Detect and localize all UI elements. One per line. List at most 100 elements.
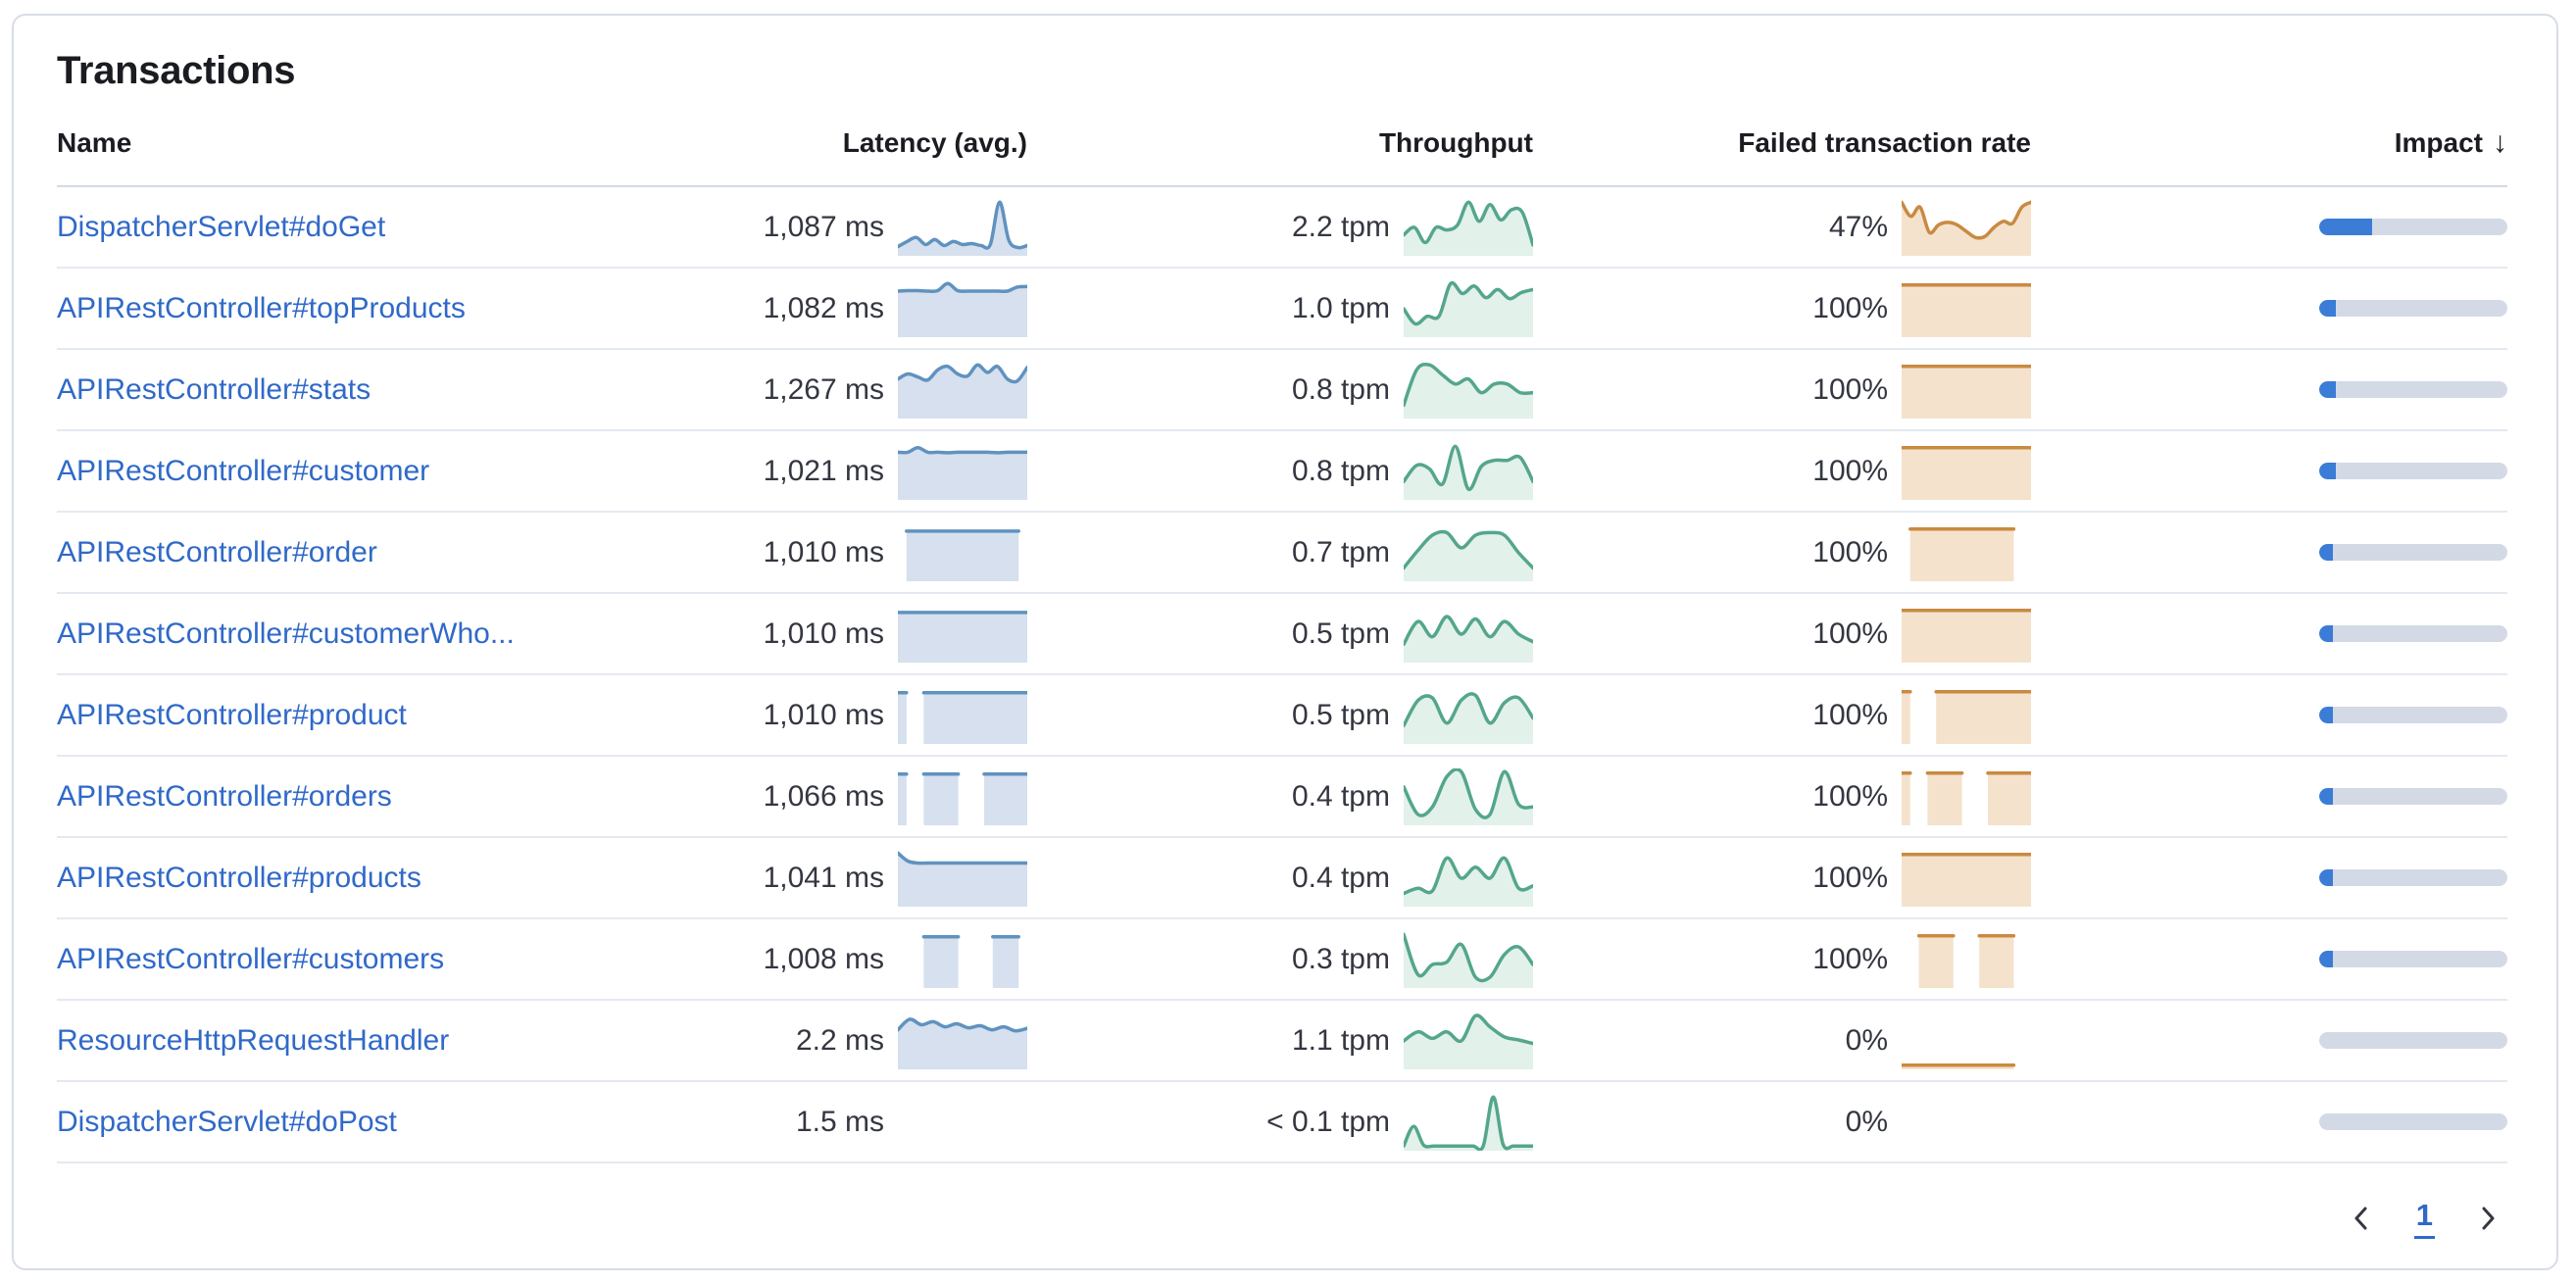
throughput-sparkline bbox=[1404, 529, 1533, 581]
table-row: DispatcherServlet#doGet 1,087 ms 2.2 tpm… bbox=[57, 187, 2507, 269]
transaction-link[interactable]: ResourceHttpRequestHandler bbox=[57, 1023, 450, 1057]
latency-cell: 1,267 ms bbox=[635, 362, 1027, 419]
impact-bar-fill bbox=[2319, 625, 2333, 642]
failed-rate-sparkline bbox=[1902, 608, 2031, 663]
name-cell: APIRestController#product bbox=[57, 699, 635, 732]
latency-value: 1,041 ms bbox=[763, 861, 884, 894]
latency-cell: 1,010 ms bbox=[635, 687, 1027, 744]
throughput-cell: 0.4 tpm bbox=[1027, 767, 1533, 825]
column-header-failed-rate-label: Failed transaction rate bbox=[1738, 127, 2031, 158]
pagination-prev-button[interactable] bbox=[2342, 1199, 2381, 1238]
latency-sparkline bbox=[898, 281, 1027, 337]
throughput-value: 0.4 tpm bbox=[1291, 779, 1390, 813]
failed-rate-cell: 100% bbox=[1533, 524, 2031, 581]
latency-sparkline bbox=[898, 851, 1027, 907]
column-header-latency-label: Latency (avg.) bbox=[842, 127, 1027, 158]
table-row: APIRestController#stats 1,267 ms 0.8 tpm… bbox=[57, 350, 2507, 431]
latency-sparkline bbox=[898, 771, 1027, 825]
throughput-cell: < 0.1 tpm bbox=[1027, 1094, 1533, 1151]
table-body: DispatcherServlet#doGet 1,087 ms 2.2 tpm… bbox=[57, 187, 2507, 1163]
latency-value: 1.5 ms bbox=[795, 1105, 884, 1138]
failed-rate-value: 100% bbox=[1812, 291, 1888, 324]
impact-bar bbox=[2319, 788, 2507, 805]
latency-sparkline bbox=[898, 1016, 1027, 1069]
transaction-link[interactable]: DispatcherServlet#doPost bbox=[57, 1105, 397, 1138]
throughput-value: 0.7 tpm bbox=[1291, 535, 1390, 568]
failed-rate-value: 0% bbox=[1845, 1105, 1888, 1138]
sort-descending-icon: ↓ bbox=[2493, 126, 2507, 159]
transaction-link[interactable]: APIRestController#topProducts bbox=[57, 291, 466, 324]
transaction-link[interactable]: APIRestController#customers bbox=[57, 942, 445, 975]
throughput-cell: 0.5 tpm bbox=[1027, 687, 1533, 744]
impact-bar bbox=[2319, 1032, 2507, 1049]
impact-cell bbox=[2031, 463, 2507, 479]
latency-sparkline bbox=[898, 610, 1027, 663]
transaction-link[interactable]: APIRestController#order bbox=[57, 535, 377, 568]
impact-cell bbox=[2031, 300, 2507, 317]
impact-bar-fill bbox=[2319, 707, 2333, 723]
pagination-next-button[interactable] bbox=[2468, 1199, 2507, 1238]
failed-rate-value: 100% bbox=[1812, 535, 1888, 568]
impact-cell bbox=[2031, 219, 2507, 235]
throughput-value: 0.5 tpm bbox=[1291, 617, 1390, 650]
transaction-link[interactable]: APIRestController#customerWho... bbox=[57, 617, 515, 650]
name-cell: APIRestController#orders bbox=[57, 780, 635, 814]
table-row: APIRestController#customerWho... 1,010 m… bbox=[57, 594, 2507, 675]
latency-sparkline bbox=[898, 445, 1027, 500]
latency-value: 2.2 ms bbox=[795, 1023, 884, 1057]
name-cell: APIRestController#products bbox=[57, 862, 635, 895]
throughput-sparkline bbox=[1404, 856, 1533, 907]
failed-rate-value: 100% bbox=[1812, 372, 1888, 406]
impact-bar-fill bbox=[2319, 463, 2337, 479]
transaction-link[interactable]: APIRestController#products bbox=[57, 861, 421, 894]
transaction-link[interactable]: APIRestController#stats bbox=[57, 372, 372, 406]
throughput-cell: 2.2 tpm bbox=[1027, 199, 1533, 256]
impact-bar bbox=[2319, 219, 2507, 235]
throughput-sparkline bbox=[1404, 1095, 1533, 1151]
table-header-row: Name Latency (avg.) Throughput Failed tr… bbox=[57, 101, 2507, 187]
failed-rate-value: 100% bbox=[1812, 942, 1888, 975]
pagination-page-1[interactable]: 1 bbox=[2413, 1198, 2435, 1239]
chevron-right-icon bbox=[2482, 1207, 2495, 1230]
transaction-link[interactable]: APIRestController#orders bbox=[57, 779, 392, 813]
name-cell: APIRestController#stats bbox=[57, 373, 635, 407]
impact-cell bbox=[2031, 788, 2507, 805]
column-header-failed-rate[interactable]: Failed transaction rate bbox=[1533, 127, 2031, 159]
failed-rate-cell: 100% bbox=[1533, 443, 2031, 500]
failed-rate-sparkline bbox=[1902, 1062, 2016, 1069]
impact-bar-fill bbox=[2319, 300, 2337, 317]
impact-cell bbox=[2031, 951, 2507, 967]
name-cell: APIRestController#customers bbox=[57, 943, 635, 976]
failed-rate-cell: 100% bbox=[1533, 687, 2031, 744]
throughput-cell: 0.5 tpm bbox=[1027, 606, 1533, 663]
throughput-value: < 0.1 tpm bbox=[1266, 1105, 1390, 1138]
failed-rate-value: 47% bbox=[1828, 210, 1888, 243]
impact-cell bbox=[2031, 1113, 2507, 1130]
column-header-impact[interactable]: Impact ↓ bbox=[2031, 126, 2507, 160]
name-cell: APIRestController#topProducts bbox=[57, 292, 635, 325]
transaction-link[interactable]: APIRestController#product bbox=[57, 698, 407, 731]
throughput-sparkline bbox=[1404, 200, 1533, 256]
column-header-latency[interactable]: Latency (avg.) bbox=[635, 127, 1027, 159]
throughput-cell: 0.4 tpm bbox=[1027, 850, 1533, 907]
transaction-link[interactable]: DispatcherServlet#doGet bbox=[57, 210, 386, 243]
latency-value: 1,087 ms bbox=[763, 210, 884, 243]
table-row: DispatcherServlet#doPost 1.5 ms < 0.1 tp… bbox=[57, 1082, 2507, 1163]
throughput-cell: 1.1 tpm bbox=[1027, 1012, 1533, 1069]
failed-rate-cell: 100% bbox=[1533, 850, 2031, 907]
transaction-link[interactable]: APIRestController#customer bbox=[57, 454, 430, 487]
throughput-value: 1.1 tpm bbox=[1291, 1023, 1390, 1057]
failed-rate-cell: 100% bbox=[1533, 606, 2031, 663]
column-header-throughput[interactable]: Throughput bbox=[1027, 127, 1533, 159]
impact-bar bbox=[2319, 625, 2507, 642]
failed-rate-value: 100% bbox=[1812, 454, 1888, 487]
throughput-value: 1.0 tpm bbox=[1291, 291, 1390, 324]
impact-bar-fill bbox=[2319, 544, 2333, 561]
latency-cell: 1,008 ms bbox=[635, 931, 1027, 988]
impact-cell bbox=[2031, 869, 2507, 886]
failed-rate-cell: 100% bbox=[1533, 362, 2031, 419]
latency-value: 1,021 ms bbox=[763, 454, 884, 487]
failed-rate-cell: 0% bbox=[1533, 1012, 2031, 1069]
throughput-sparkline bbox=[1404, 691, 1533, 744]
impact-bar bbox=[2319, 707, 2507, 723]
